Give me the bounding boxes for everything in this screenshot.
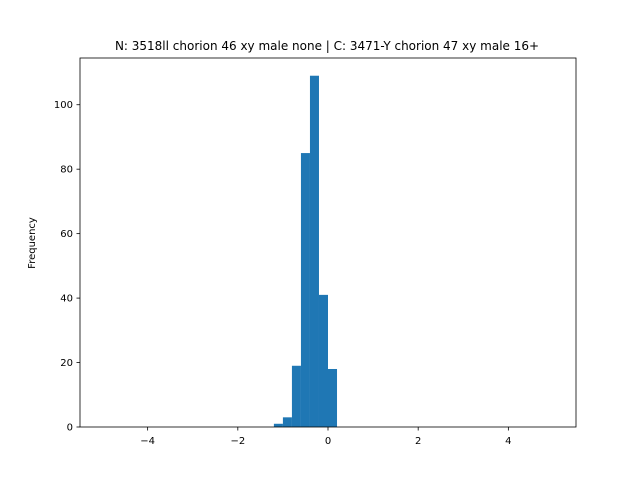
- y-tick-label: 0: [67, 423, 73, 434]
- histogram-bar-5: [318, 294, 328, 427]
- y-tick-label: 20: [60, 358, 73, 369]
- y-axis-ticks: 0 20 40 60 80 100: [54, 100, 80, 434]
- y-tick-label: 40: [60, 294, 73, 305]
- histogram-bar-0: [273, 423, 283, 427]
- histogram-bar-4: [309, 75, 319, 428]
- histogram-bar-1: [282, 417, 292, 427]
- x-tick-label: 0: [325, 436, 331, 447]
- y-tick-label: 80: [60, 165, 73, 176]
- y-axis-label: Frequency: [27, 217, 38, 269]
- x-tick-label: −4: [140, 436, 155, 447]
- y-tick-label: 60: [60, 229, 73, 240]
- y-tick-label: 100: [54, 100, 73, 111]
- histogram-bar-3: [300, 153, 310, 427]
- x-axis-ticks: −4 −2 0 2 4: [140, 427, 512, 447]
- histogram-bar-6: [328, 368, 338, 427]
- chart-title: N: 3518ll chorion 46 xy male none | C: 3…: [115, 39, 539, 53]
- histogram-bar-2: [291, 365, 301, 427]
- x-tick-label: 4: [505, 436, 511, 447]
- axes-frame: [79, 57, 577, 428]
- x-tick-label: −2: [230, 436, 245, 447]
- x-tick-label: 2: [415, 436, 421, 447]
- bars-group: [273, 75, 338, 428]
